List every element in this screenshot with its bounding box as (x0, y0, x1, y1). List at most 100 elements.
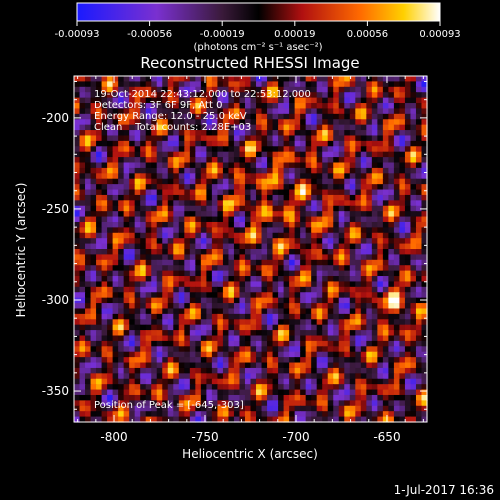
heatmap-cell (173, 232, 180, 239)
heatmap-cell (388, 146, 395, 153)
heatmap-cell (233, 86, 241, 93)
heatmap-cell (200, 297, 207, 304)
heatmap-cell (355, 324, 362, 331)
heatmap-cell (305, 297, 312, 304)
heatmap-cell (156, 227, 163, 234)
heatmap-cell (267, 400, 274, 407)
heatmap-cell (162, 194, 169, 201)
heatmap-cell (129, 162, 136, 169)
heatmap-cell (327, 216, 334, 223)
heatmap-cell (85, 286, 92, 293)
heatmap-cell (410, 400, 417, 407)
heatmap-cell (349, 146, 356, 153)
heatmap-cell (294, 319, 301, 326)
heatmap-cell (256, 373, 263, 380)
heatmap-cell (393, 92, 401, 99)
heatmap-cell (377, 221, 384, 228)
heatmap-cell (366, 81, 373, 88)
heatmap-cell (327, 373, 334, 380)
heatmap-cell (195, 313, 202, 320)
heatmap-cell (355, 124, 362, 131)
heatmap-cell (140, 254, 147, 261)
heatmap-cell (151, 200, 158, 207)
heatmap-cell (200, 189, 207, 196)
heatmap-cell (327, 254, 334, 261)
heatmap-cell (217, 189, 224, 196)
heatmap-cell (338, 216, 345, 223)
heatmap-cell (393, 103, 401, 110)
heatmap-cell (256, 194, 263, 201)
heatmap-cell (256, 351, 263, 358)
heatmap-cell (74, 270, 81, 277)
heatmap-cell (217, 346, 224, 353)
heatmap-cell (222, 167, 230, 174)
heatmap-cell (244, 232, 252, 239)
heatmap-cell (189, 394, 196, 401)
heatmap-cell (233, 184, 241, 191)
heatmap-cell (261, 276, 268, 283)
heatmap-cell (415, 92, 423, 99)
heatmap-cell (289, 346, 296, 353)
heatmap-cell (134, 108, 141, 115)
heatmap-cell (382, 357, 389, 364)
heatmap-cell (195, 97, 202, 104)
heatmap-cell (244, 86, 252, 93)
heatmap-cell (250, 103, 257, 110)
heatmap-cell (311, 103, 318, 110)
heatmap-cell (300, 151, 307, 158)
heatmap-cell (300, 221, 307, 228)
heatmap-cell (415, 167, 423, 174)
heatmap-cell (184, 357, 191, 364)
heatmap-cell (371, 189, 378, 196)
heatmap-cell (327, 351, 334, 358)
heatmap-cell (90, 416, 97, 423)
heatmap-cell (74, 108, 81, 115)
heatmap-cell (250, 232, 257, 239)
heatmap-cell (399, 351, 406, 358)
heatmap-cell (206, 97, 213, 104)
heatmap-cell (415, 308, 423, 315)
heatmap-cell (244, 308, 252, 315)
observation-info: 19-Oct-2014 22:43:12.000 to 22:53:12.000… (94, 89, 311, 133)
heatmap-cell (228, 205, 235, 212)
heatmap-cell (338, 330, 345, 337)
heatmap-cell (377, 265, 384, 272)
heatmap-cell (267, 135, 274, 142)
heatmap-cell (338, 297, 345, 304)
heatmap-cell (404, 173, 412, 180)
heatmap-cell (294, 140, 301, 147)
heatmap-cell (206, 162, 213, 169)
heatmap-cell (283, 92, 290, 99)
heatmap-cell (300, 162, 307, 169)
heatmap-cell (377, 308, 384, 315)
heatmap-cell (399, 265, 406, 272)
heatmap-cell (85, 259, 92, 266)
heatmap-cell (311, 108, 318, 115)
heatmap-cell (360, 270, 367, 277)
heatmap-cell (107, 259, 114, 266)
heatmap-cell (344, 389, 351, 396)
heatmap-cell (371, 140, 378, 147)
heatmap-cell (211, 249, 219, 256)
heatmap-cell (256, 140, 263, 147)
heatmap-cell (399, 92, 406, 99)
heatmap-cell (300, 205, 307, 212)
heatmap-cell (415, 346, 423, 353)
heatmap-cell (316, 324, 323, 331)
heatmap-cell (244, 281, 252, 288)
heatmap-cell (112, 308, 119, 315)
heatmap-cell (294, 416, 301, 423)
heatmap-cell (300, 384, 307, 391)
heatmap-cell (239, 211, 246, 218)
heatmap-cell (162, 405, 169, 412)
heatmap-cell (118, 405, 125, 412)
heatmap-cell (206, 319, 213, 326)
heatmap-cell (377, 232, 384, 239)
heatmap-cell (366, 103, 373, 110)
heatmap-cell (289, 378, 296, 385)
heatmap-cell (239, 124, 246, 131)
heatmap-cell (79, 146, 86, 153)
heatmap-cell (123, 113, 130, 120)
heatmap-cell (366, 324, 373, 331)
heatmap-cell (382, 92, 389, 99)
